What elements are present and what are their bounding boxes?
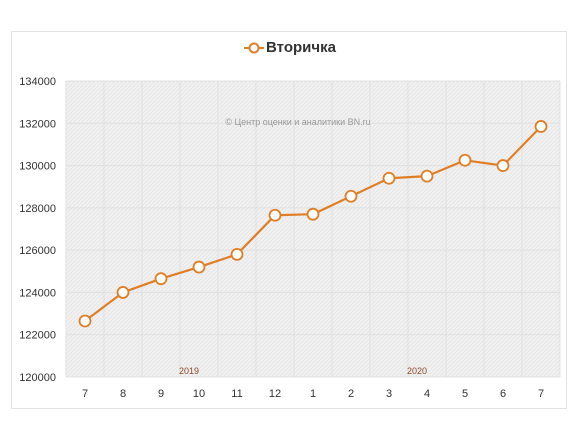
plot-area — [66, 81, 560, 377]
x-tick-label: 7 — [82, 388, 88, 400]
data-point — [306, 207, 320, 221]
data-point — [458, 153, 472, 167]
legend-series-label: Вторичка — [266, 39, 336, 56]
y-tick-label: 122000 — [19, 330, 56, 342]
data-point — [78, 314, 92, 328]
y-tick-label: 130000 — [19, 161, 56, 173]
data-point — [230, 247, 244, 261]
y-tick-label: 124000 — [19, 287, 56, 299]
data-point — [192, 260, 206, 274]
year-label: 2020 — [407, 366, 427, 376]
y-tick-label: 132000 — [19, 118, 56, 130]
year-label: 2019 — [179, 366, 199, 376]
data-point — [420, 169, 434, 183]
y-tick-label: 134000 — [19, 76, 56, 88]
circle-line-marker-icon — [244, 42, 265, 54]
x-tick-label: 12 — [269, 388, 281, 400]
watermark: © Центр оценки и аналитики BN.ru — [225, 117, 370, 127]
data-point — [534, 120, 548, 133]
y-tick-label: 120000 — [19, 372, 56, 384]
data-point — [344, 189, 358, 203]
data-point — [382, 171, 396, 185]
x-tick-label: 5 — [462, 388, 468, 400]
x-tick-label: 2 — [348, 388, 354, 400]
x-tick-label: 9 — [158, 388, 164, 400]
x-tick-label: 10 — [193, 388, 205, 400]
data-point — [116, 286, 130, 299]
data-point — [496, 159, 510, 172]
y-tick-label: 126000 — [19, 245, 56, 257]
data-point — [154, 272, 168, 286]
x-tick-label: 1 — [310, 388, 316, 400]
chart-legend: Вторичка — [0, 39, 580, 56]
x-tick-label: 11 — [231, 388, 242, 400]
x-tick-label: 7 — [538, 388, 544, 400]
x-tick-label: 4 — [424, 388, 430, 400]
y-tick-label: 128000 — [19, 203, 56, 215]
x-tick-label: 3 — [386, 388, 392, 400]
data-point — [268, 208, 282, 222]
x-tick-label: 6 — [500, 388, 506, 400]
x-tick-label: 8 — [120, 388, 126, 400]
